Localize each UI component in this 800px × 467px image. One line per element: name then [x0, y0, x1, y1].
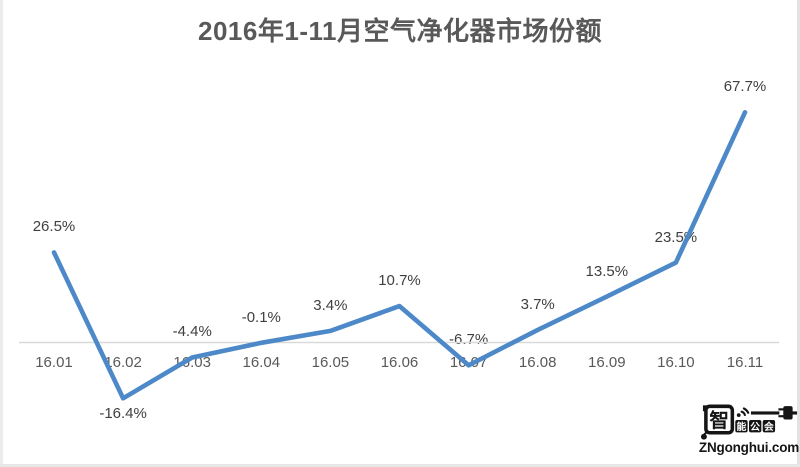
- x-axis-tick-label: 16.02: [104, 354, 142, 371]
- logo-url: ZNgonghui.com: [698, 440, 800, 455]
- x-axis-tick-label: 16.06: [380, 354, 419, 371]
- x-axis-tick-label: 16.07: [449, 354, 488, 371]
- left-border: [0, 0, 3, 467]
- plug-icon: [750, 406, 798, 420]
- logo-block-chars: 能 公 会: [735, 420, 776, 433]
- x-axis-tick-label: 16.04: [242, 354, 281, 371]
- bottom-border: [0, 464, 800, 467]
- x-axis-tick-label: 16.10: [657, 354, 695, 371]
- chart-title: 2016年1-11月空气净化器市场份额: [198, 16, 602, 46]
- x-axis-tick-label: 16.08: [518, 354, 557, 371]
- data-label: 67.7%: [723, 78, 767, 96]
- watermark-logo: 智 能 公 会 ZNgonghui.c: [699, 403, 799, 461]
- x-axis-tick-label: 16.03: [173, 354, 211, 371]
- x-axis-tick-label: 16.01: [35, 354, 73, 371]
- zhi-character: 智: [709, 409, 729, 432]
- zhi-box: 智: [702, 404, 735, 435]
- right-border: [797, 0, 800, 467]
- x-axis-tick-label: 16.11: [726, 354, 764, 371]
- logo-char-neng: 能: [737, 420, 747, 433]
- x-axis-tick-label: 16.09: [588, 354, 626, 371]
- data-label: -16.4%: [99, 405, 147, 423]
- logo-graphic: 智 能 公 会: [700, 404, 798, 440]
- wifi-icon: [736, 407, 750, 418]
- logo-char-hui: 会: [764, 420, 774, 433]
- x-axis-tick-label: 16.05: [311, 354, 350, 371]
- logo-char-gong: 公: [750, 421, 760, 433]
